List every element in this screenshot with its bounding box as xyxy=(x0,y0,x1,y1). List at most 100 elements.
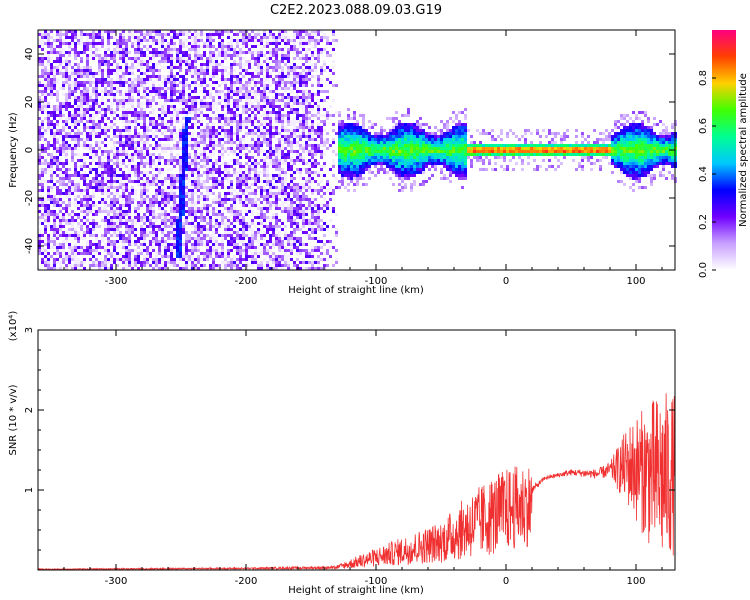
heatmap-cell xyxy=(65,231,68,234)
heatmap-cell xyxy=(101,96,104,99)
heatmap-cell xyxy=(242,123,245,126)
heatmap-cell xyxy=(254,261,257,264)
heatmap-cell xyxy=(239,141,242,144)
heatmap-cell xyxy=(230,75,233,78)
heatmap-cell xyxy=(101,120,104,123)
heatmap-cell xyxy=(161,192,164,195)
heatmap-cell xyxy=(194,168,197,171)
heatmap-cell xyxy=(200,111,203,114)
heatmap-cell xyxy=(281,246,284,249)
heatmap-cell xyxy=(191,132,194,135)
heatmap-cell xyxy=(233,120,236,123)
heatmap-cell xyxy=(128,252,131,255)
heatmap-cell xyxy=(206,216,209,219)
heatmap-cell xyxy=(173,261,176,264)
heatmap-cell xyxy=(200,195,203,198)
heatmap-cell xyxy=(191,108,194,111)
heatmap-cell xyxy=(167,159,170,162)
heatmap-cell xyxy=(281,255,284,258)
heatmap-cell xyxy=(140,51,143,54)
heatmap-cell xyxy=(68,195,71,198)
heatmap-cell xyxy=(152,108,155,111)
heatmap-cell xyxy=(239,174,242,177)
heatmap-cell xyxy=(179,189,182,192)
heatmap-cell xyxy=(131,258,134,261)
heatmap-cell xyxy=(98,57,101,60)
heatmap-cell xyxy=(287,237,290,240)
heatmap-cell xyxy=(131,198,134,201)
heatmap-cell xyxy=(278,219,281,222)
heatmap-cell xyxy=(89,264,92,267)
heatmap-cell xyxy=(293,246,296,249)
heatmap-cell xyxy=(275,45,278,48)
heatmap-cell xyxy=(176,252,179,255)
heatmap-cell xyxy=(263,33,266,36)
heatmap-cell xyxy=(119,222,122,225)
heatmap-cell xyxy=(50,255,53,258)
heatmap-cell xyxy=(278,189,281,192)
heatmap-cell xyxy=(272,216,275,219)
heatmap-cell xyxy=(104,90,107,93)
heatmap-cell xyxy=(290,174,293,177)
heatmap-cell xyxy=(239,96,242,99)
heatmap-cell xyxy=(296,192,299,195)
heatmap-cell xyxy=(191,138,194,141)
heatmap-cell xyxy=(155,234,158,237)
heatmap-cell xyxy=(269,141,272,144)
heatmap-cell xyxy=(68,87,71,90)
heatmap-cell xyxy=(224,171,227,174)
heatmap-cell xyxy=(77,231,80,234)
heatmap-cell xyxy=(122,222,125,225)
heatmap-cell xyxy=(272,162,275,165)
heatmap-cell xyxy=(128,138,131,141)
heatmap-cell xyxy=(236,96,239,99)
heatmap-cell xyxy=(47,51,50,54)
heatmap-cell xyxy=(191,81,194,84)
heatmap-cell xyxy=(47,243,50,246)
heatmap-cell xyxy=(293,171,296,174)
heatmap-cell xyxy=(188,156,191,159)
heatmap-cell xyxy=(170,150,173,153)
heatmap-cell xyxy=(278,171,281,174)
heatmap-cell xyxy=(176,228,179,231)
heatmap-cell xyxy=(209,237,212,240)
heatmap-cell xyxy=(146,171,149,174)
heatmap-cell xyxy=(212,249,215,252)
heatmap-cell xyxy=(74,183,77,186)
heatmap-cell xyxy=(131,261,134,264)
heatmap-cell xyxy=(296,93,299,96)
heatmap-cell xyxy=(299,84,302,87)
heatmap-cell xyxy=(173,231,176,234)
heatmap-cell xyxy=(272,195,275,198)
heatmap-cell xyxy=(194,162,197,165)
heatmap-cell xyxy=(56,51,59,54)
heatmap-cell xyxy=(287,72,290,75)
heatmap-cell xyxy=(140,204,143,207)
heatmap-cell xyxy=(209,135,212,138)
heatmap-cell xyxy=(92,177,95,180)
heatmap-cell xyxy=(197,198,200,201)
heatmap-cell xyxy=(272,258,275,261)
heatmap-cell xyxy=(128,96,131,99)
heatmap-cell xyxy=(290,90,293,93)
heatmap-cell xyxy=(125,213,128,216)
heatmap-cell xyxy=(65,147,68,150)
heatmap-cell xyxy=(278,105,281,108)
heatmap-cell xyxy=(245,105,248,108)
heatmap-cell xyxy=(179,171,182,174)
heatmap-cell xyxy=(152,198,155,201)
heatmap-cell xyxy=(47,240,50,243)
heatmap-cell xyxy=(167,234,170,237)
heatmap-cell xyxy=(245,108,248,111)
heatmap-cell xyxy=(74,72,77,75)
heatmap-cell xyxy=(167,216,170,219)
heatmap-cell xyxy=(155,102,158,105)
heatmap-cell xyxy=(104,198,107,201)
heatmap-cell xyxy=(134,210,137,213)
heatmap-cell xyxy=(215,54,218,57)
heatmap-cell xyxy=(227,51,230,54)
heatmap-cell xyxy=(164,66,167,69)
heatmap-cell xyxy=(56,96,59,99)
heatmap-cell xyxy=(263,129,266,132)
heatmap-cell xyxy=(92,183,95,186)
